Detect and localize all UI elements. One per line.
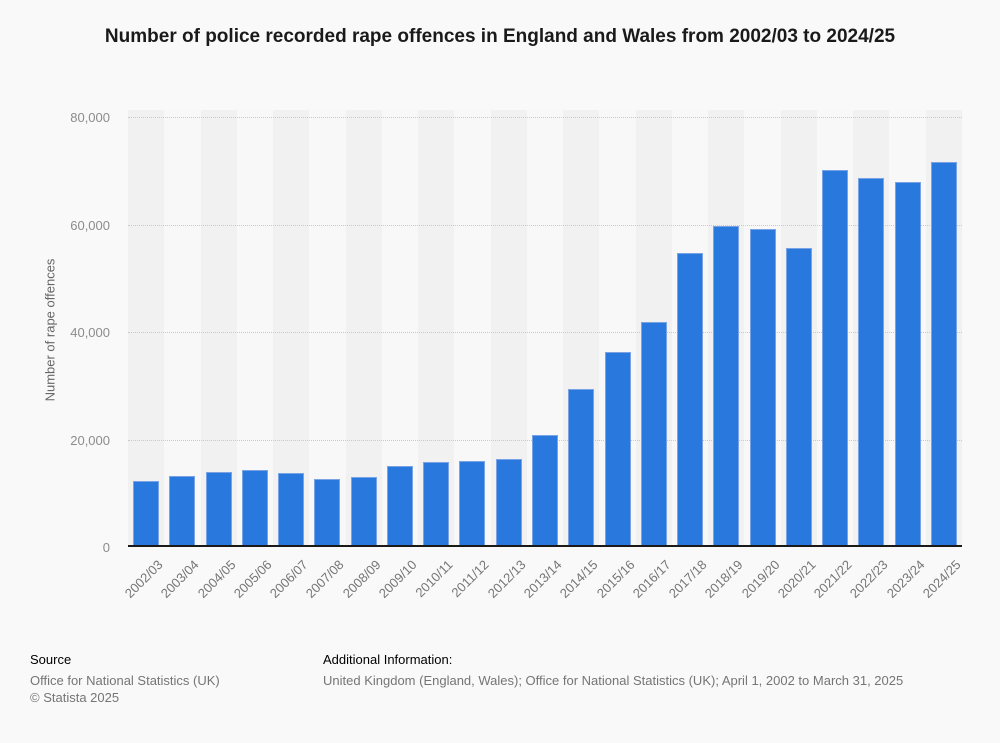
plot-area (128, 110, 962, 547)
source-name: Office for National Statistics (UK) (30, 673, 220, 688)
bar-2012-13[interactable] (495, 459, 522, 547)
bar-2020-21[interactable] (785, 248, 812, 547)
column-band (309, 110, 346, 547)
footer-additional-block: Additional Information: United Kingdom (… (323, 652, 980, 689)
x-axis-line (128, 545, 962, 547)
bar-2002-03[interactable] (133, 481, 160, 547)
bar-2013-14[interactable] (532, 435, 558, 547)
bar-2009-10[interactable] (386, 466, 413, 547)
bar-2010-11[interactable] (423, 462, 450, 547)
y-tick-label: 20,000 (70, 432, 110, 448)
y-tick-label: 60,000 (70, 217, 110, 233)
gridline-60000 (128, 224, 962, 226)
column-band (128, 110, 165, 547)
column-band (164, 110, 201, 547)
bar-2023-24[interactable] (894, 182, 921, 547)
bar-2005-06[interactable] (241, 470, 268, 547)
additional-info-label: Additional Information: (323, 652, 453, 667)
bar-2016-17[interactable] (640, 322, 667, 547)
chart-title: Number of police recorded rape offences … (104, 26, 896, 47)
bar-2015-16[interactable] (604, 352, 631, 547)
bar-2003-04[interactable] (169, 476, 196, 547)
bar-2014-15[interactable] (568, 389, 595, 547)
y-tick-label: 80,000 (70, 110, 110, 125)
y-tick-label: 40,000 (70, 325, 110, 340)
gridline-80000 (128, 117, 962, 118)
bar-2024-25[interactable] (930, 162, 957, 547)
bar-2006-07[interactable] (278, 473, 305, 547)
y-tick-label: 0 (102, 540, 110, 555)
footer-source-block: Source Office for National Statistics (U… (30, 652, 220, 706)
bar-2008-09[interactable] (350, 477, 377, 547)
statista-copyright: © Statista 2025 (30, 690, 120, 705)
bar-2022-23[interactable] (858, 178, 885, 547)
bar-2007-08[interactable] (314, 479, 341, 547)
bar-2019-20[interactable] (749, 229, 776, 547)
bar-2018-19[interactable] (713, 226, 740, 547)
source-label: Source (30, 652, 72, 667)
bar-2011-12[interactable] (459, 461, 486, 547)
additional-info-text: United Kingdom (England, Wales); Office … (323, 673, 904, 688)
gridline-40000 (128, 332, 962, 333)
bar-2017-18[interactable] (677, 253, 704, 547)
bar-2021-22[interactable] (822, 170, 849, 547)
column-band (345, 110, 382, 547)
bar-2004-05[interactable] (205, 472, 232, 547)
